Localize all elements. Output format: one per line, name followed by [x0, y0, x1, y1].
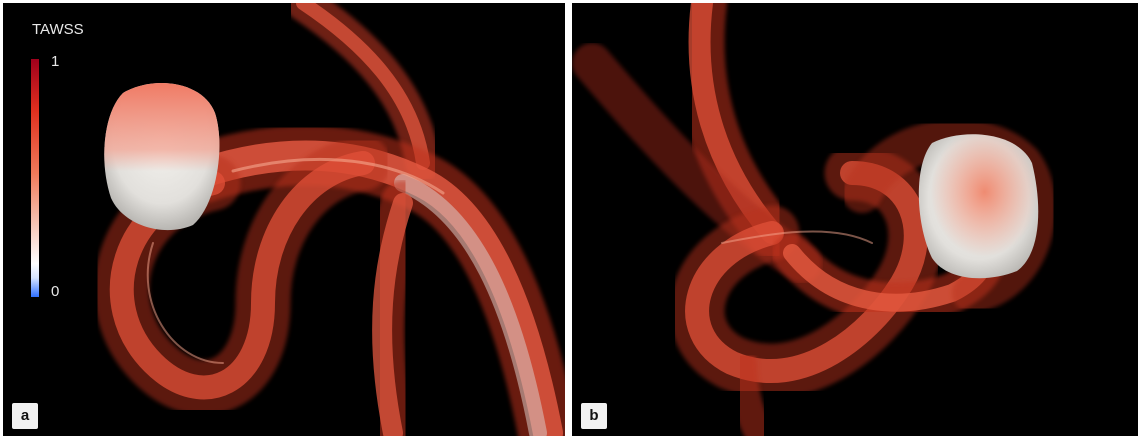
panel-b: b: [572, 3, 1138, 436]
colorbar: [31, 59, 39, 297]
colorbar-title: TAWSS: [32, 21, 84, 38]
panel-label-a: a: [12, 403, 38, 429]
aneurysm-sac-b: [918, 134, 1039, 279]
panel-divider: [565, 0, 572, 439]
streamlines-a: [94, 3, 565, 436]
panel-a: TAWSS 1 0 a: [3, 3, 565, 436]
aneurysm-sac-a: [104, 82, 220, 231]
colorbar-max-label: 1: [51, 53, 60, 70]
streamlines-b: [572, 3, 1056, 436]
colorbar-min-label: 0: [51, 283, 60, 300]
panel-label-b: b: [581, 403, 607, 429]
